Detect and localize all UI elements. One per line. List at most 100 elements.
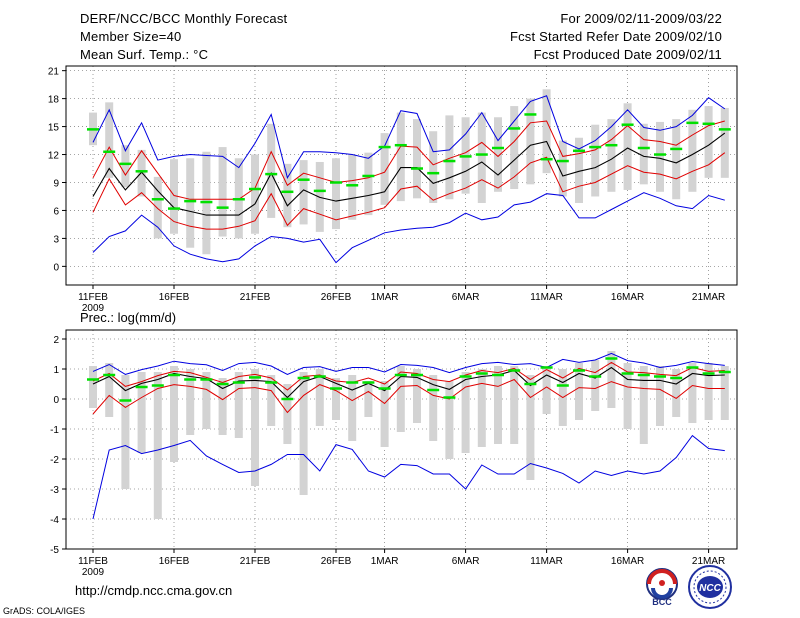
panel2-ytick-label: -5 <box>50 545 59 556</box>
panel1-ensemble-box <box>720 107 729 178</box>
panel1-lower-line <box>92 152 726 230</box>
panel1-xtick-label: 1MAR <box>371 292 399 303</box>
panel2-xtick-label: 11MAR <box>530 556 563 567</box>
panel2-ensemble-box <box>704 363 713 420</box>
panel1-xtick-label: 11FEB <box>78 292 108 303</box>
panel2-year-label: 2009 <box>82 567 105 578</box>
panel1-ensemble-box <box>591 124 600 197</box>
panel1-ensemble-box <box>429 131 438 203</box>
panel2-ytick-label: 1 <box>53 365 59 376</box>
panel2-ensemble-box <box>105 363 114 417</box>
panel1-ensemble-box <box>105 102 114 178</box>
panel1-ensemble-box <box>445 115 454 200</box>
panel2-ensemble-box <box>494 366 502 444</box>
panel2-xtick-label: 11FEB <box>78 556 108 567</box>
panel1-ytick-label: 3 <box>53 234 59 245</box>
source-url[interactable]: http://cmdp.ncc.cma.gov.cn <box>75 583 233 598</box>
panel1-ensemble-box <box>558 140 567 197</box>
panel1-ensemble-box <box>672 119 681 200</box>
panel1-ensemble-box <box>251 154 259 234</box>
panel2-ensemble-box <box>623 363 632 429</box>
panel2-ensemble-box <box>89 366 97 408</box>
panel1-ensemble-box <box>656 121 664 192</box>
panel1-ensemble-box <box>170 159 178 234</box>
panel2-lower-line <box>92 378 725 415</box>
panel2-xtick-label: 1MAR <box>371 556 399 567</box>
panel2-ensemble-box <box>396 366 405 432</box>
panel2-mean-line <box>92 366 725 399</box>
forecast-title: DERF/NCC/BCC Monthly Forecast <box>80 11 288 26</box>
panel2-ensemble-box <box>186 369 195 435</box>
panel2-ensemble-box <box>461 372 470 453</box>
panel1-ensemble-box <box>575 137 583 203</box>
panel1-ensemble-box <box>137 149 146 197</box>
panel1-ensemble-box <box>396 112 405 202</box>
panel1-ensemble-box <box>218 147 227 237</box>
panel2-ensemble-box <box>153 372 162 519</box>
panel1-xtick-label: 6MAR <box>452 292 480 303</box>
grads-credit: GrADS: COLA/IGES <box>3 606 86 616</box>
panel2-ensemble-box <box>720 366 729 420</box>
panel2-ensemble-box <box>380 381 389 447</box>
panel1-ensemble-box <box>121 145 130 188</box>
panel1-ensemble-box <box>299 160 308 225</box>
panel2-frame <box>65 329 738 550</box>
panel1-min-line <box>92 95 726 180</box>
panel2-ensemble-box <box>234 372 243 438</box>
panel2-ensemble-box <box>202 372 211 429</box>
forecast-period: For 2009/02/11-2009/03/22 <box>560 11 722 26</box>
panel1-ensemble-box <box>186 158 195 248</box>
panel1-ensemble-box <box>607 119 616 192</box>
panel1-ensemble-box <box>380 133 389 205</box>
panel2-max-line <box>92 352 725 375</box>
panel2-ensemble-box <box>429 375 438 441</box>
panel1-ytick-label: 6 <box>53 206 59 217</box>
panel2-ensemble-box <box>348 375 357 441</box>
panel1-frame <box>65 65 738 286</box>
panel2-ytick-label: -3 <box>50 485 59 496</box>
panel1-ensemble-box <box>413 119 421 199</box>
panel1-ensemble-box <box>494 117 502 192</box>
panel2-ensemble-box <box>510 366 519 444</box>
panel2-ytick-label: -2 <box>50 455 59 466</box>
panel2-ensemble-box <box>542 366 551 414</box>
panel2-ensemble-box <box>591 360 600 411</box>
panel2-ensemble-box <box>332 378 340 420</box>
panel2-ensemble-box <box>688 363 697 423</box>
panel1-ensemble-box <box>542 89 551 174</box>
panel2-ensemble-box <box>526 375 535 480</box>
panel2-plot-area <box>66 330 737 549</box>
panel1-ytick-label: 15 <box>48 123 60 134</box>
panel1-ensemble-box <box>153 176 162 239</box>
panel1-ensemble-box <box>332 158 340 230</box>
panel2-ensemble-box <box>267 375 276 426</box>
ncc-logo-icon: NCC <box>688 565 732 609</box>
panel1-ensemble-box <box>477 112 486 203</box>
panel1-ytick-label: 12 <box>48 151 60 162</box>
panel1-ensemble-box <box>526 98 535 185</box>
panel1-ensemble-box <box>267 123 276 218</box>
panel2-ensemble-box <box>672 369 681 417</box>
panel2-xtick-label: 21FEB <box>240 556 271 567</box>
panel2-min-line <box>92 434 725 520</box>
panel1-xtick-label: 16MAR <box>611 292 644 303</box>
panel1-ensemble-box <box>348 154 357 220</box>
panel2-ytick-label: -4 <box>50 515 59 526</box>
bcc-logo-icon: BCC <box>646 568 678 607</box>
panel1-mean-line <box>92 132 726 216</box>
precipitation-panel-title: Prec.: log(mm/d) <box>80 310 176 325</box>
panel1-ensemble-box <box>688 109 697 192</box>
panel1-ytick-label: 21 <box>48 67 60 78</box>
panel2-ensemble-box <box>477 369 486 447</box>
panel2-xtick-label: 16FEB <box>159 556 190 567</box>
panel1-ensemble-box <box>510 106 519 190</box>
panel2-ytick-label: 2 <box>53 335 59 346</box>
panel2-ensemble-box <box>170 366 178 462</box>
panel1-xtick-label: 11MAR <box>530 292 563 303</box>
panel2-ensemble-box <box>299 372 308 495</box>
panel2-ensemble-box <box>445 381 454 459</box>
panel1-ensemble-box <box>704 106 713 178</box>
panel1-ytick-label: 18 <box>48 95 60 106</box>
